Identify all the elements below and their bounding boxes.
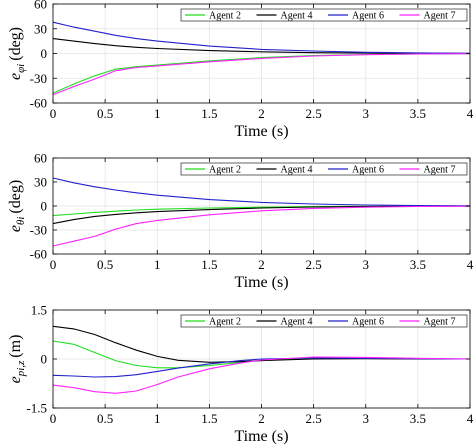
x-tick-label: 3 — [363, 106, 370, 121]
x-tick-label: 3 — [363, 411, 370, 426]
series-line-agent-6 — [52, 21, 471, 54]
series-line-agent-4 — [52, 38, 471, 54]
legend-label: Agent 2 — [209, 317, 241, 328]
y-axis-label-subscript: pi,z — [15, 360, 27, 377]
y-axis-label-main: e — [7, 376, 24, 383]
x-tick-label: 4 — [467, 106, 474, 121]
y-axis-label-unit: (deg) — [7, 180, 24, 214]
legend-label: Agent 7 — [424, 165, 456, 176]
y-tick-label: -30 — [30, 223, 47, 238]
legend-label: Agent 7 — [424, 11, 456, 22]
legend-label: Agent 2 — [209, 11, 241, 22]
legend-box — [180, 162, 468, 176]
y-tick-label: 30 — [34, 175, 47, 190]
series-line-agent-7 — [52, 356, 471, 394]
x-tick-label: 4 — [467, 411, 474, 426]
y-axis-label-subscript: φi — [15, 64, 27, 73]
legend-box — [180, 8, 468, 22]
x-axis-label: Time (s) — [234, 428, 288, 445]
y-axis-label-main: e — [7, 73, 24, 80]
y-tick-label: -30 — [30, 71, 47, 86]
y-tick-label: 0 — [41, 199, 48, 214]
x-tick-label: 1 — [154, 257, 161, 272]
x-tick-label: 2 — [258, 106, 265, 121]
series-line-agent-6 — [52, 357, 471, 378]
y-axis-label: epi,z (m) — [7, 335, 27, 384]
x-tick-label: 2 — [258, 257, 265, 272]
legend-label: Agent 7 — [424, 317, 456, 328]
x-tick-label: 2.5 — [306, 411, 322, 426]
legend-label: Agent 2 — [209, 165, 241, 176]
y-tick-label: 1.5 — [31, 303, 47, 318]
x-tick-label: 4 — [467, 257, 474, 272]
y-axis-label-unit: (m) — [7, 335, 24, 358]
y-axis-label-unit: (deg) — [7, 27, 24, 61]
legend: Agent 2 Agent 4 Agent 6 Agent 7 — [180, 314, 468, 328]
y-tick-label: 60 — [34, 0, 47, 12]
y-axis-label-subscript: θi — [15, 217, 27, 225]
y-axis-label: eθi (deg) — [7, 180, 27, 232]
subplot-2: 0 0.5 1 1.5 2 2.5 3 3.5 4 -60 -30 0 30 60 Time (s) eθi (… — [7, 151, 474, 292]
series-line-agent-4 — [52, 205, 471, 225]
y-axis-label-main: e — [7, 225, 24, 232]
x-tick-label: 1 — [154, 411, 161, 426]
x-tick-label: 0.5 — [97, 411, 113, 426]
legend-label: Agent 4 — [281, 11, 313, 22]
legend: Agent 2 Agent 4 Agent 6 Agent 7 — [180, 162, 468, 176]
legend: Agent 2 Agent 4 Agent 6 Agent 7 — [180, 8, 468, 22]
legend-label: Agent 6 — [352, 317, 384, 328]
x-tick-label: 0.5 — [97, 257, 113, 272]
x-tick-label: 0 — [50, 257, 57, 272]
x-tick-label: 3.5 — [410, 257, 426, 272]
y-tick-label: -60 — [30, 96, 47, 111]
x-tick-label: 1.5 — [201, 106, 217, 121]
legend-label: Agent 6 — [352, 165, 384, 176]
x-tick-label: 2.5 — [306, 106, 322, 121]
y-tick-label: -1.5 — [26, 401, 47, 416]
y-axis-label: eφi (deg) — [7, 27, 27, 80]
legend-box — [180, 314, 468, 328]
legend-label: Agent 6 — [352, 11, 384, 22]
x-tick-label: 2.5 — [306, 257, 322, 272]
x-tick-label: 1 — [154, 106, 161, 121]
x-tick-label: 1.5 — [201, 257, 217, 272]
x-tick-label: 2 — [258, 411, 265, 426]
x-tick-label: 0 — [50, 106, 57, 121]
x-tick-label: 0 — [50, 411, 57, 426]
x-axis-label: Time (s) — [234, 274, 288, 291]
series-line-agent-7 — [52, 53, 471, 96]
x-tick-label: 3 — [363, 257, 370, 272]
y-tick-label: 0 — [41, 46, 48, 61]
y-tick-label: -60 — [30, 247, 47, 262]
series-line-agent-6 — [52, 177, 471, 207]
y-tick-label: 60 — [34, 151, 47, 166]
x-tick-label: 3.5 — [410, 106, 426, 121]
series-line-agent-7 — [52, 205, 471, 247]
x-tick-label: 3.5 — [410, 411, 426, 426]
x-axis-label: Time (s) — [234, 123, 288, 140]
y-tick-label: 0 — [41, 352, 48, 367]
legend-label: Agent 4 — [281, 317, 313, 328]
y-tick-label: 30 — [34, 21, 47, 36]
subplot-1: 0 0.5 1 1.5 2 2.5 3 3.5 4 -60 -30 0 30 60 Time (s) eφi (… — [7, 0, 474, 140]
x-tick-label: 1.5 — [201, 411, 217, 426]
x-tick-label: 0.5 — [97, 106, 113, 121]
legend-label: Agent 4 — [281, 165, 313, 176]
